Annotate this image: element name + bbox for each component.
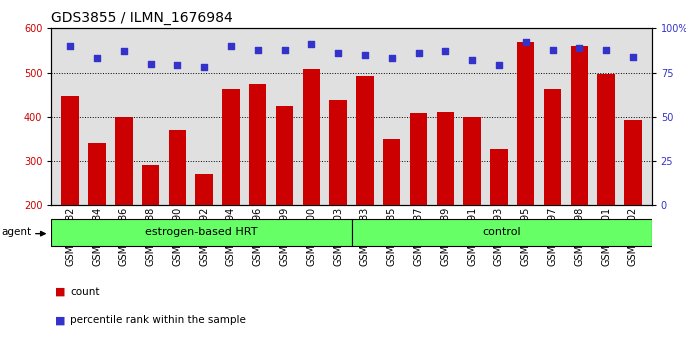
Point xyxy=(574,45,585,51)
Bar xyxy=(490,149,508,294)
Point xyxy=(199,64,210,70)
Point xyxy=(306,41,317,47)
Text: ■: ■ xyxy=(55,315,65,325)
Text: ■: ■ xyxy=(55,287,65,297)
Point xyxy=(440,48,451,54)
Point xyxy=(333,50,344,56)
Point xyxy=(145,61,156,67)
Bar xyxy=(222,89,239,294)
Bar xyxy=(88,143,106,294)
Text: percentile rank within the sample: percentile rank within the sample xyxy=(70,315,246,325)
Point xyxy=(359,52,370,58)
Bar xyxy=(571,46,588,294)
Bar xyxy=(196,175,213,294)
Bar xyxy=(276,106,294,294)
Bar xyxy=(249,84,266,294)
Bar xyxy=(437,112,454,294)
Point xyxy=(226,43,237,49)
Point xyxy=(628,54,639,59)
Point xyxy=(279,47,290,52)
Bar xyxy=(410,113,427,294)
Point xyxy=(118,48,129,54)
Point xyxy=(601,47,612,52)
Bar xyxy=(544,89,561,294)
Point xyxy=(520,40,531,45)
Text: estrogen-based HRT: estrogen-based HRT xyxy=(145,227,258,237)
Text: GDS3855 / ILMN_1676984: GDS3855 / ILMN_1676984 xyxy=(51,11,233,25)
Bar xyxy=(62,96,79,294)
Point xyxy=(252,47,263,52)
Point xyxy=(466,57,477,63)
Bar xyxy=(169,130,186,294)
Text: control: control xyxy=(482,227,521,237)
Bar xyxy=(115,117,132,294)
Bar xyxy=(142,166,159,294)
Point xyxy=(413,50,424,56)
Bar xyxy=(351,219,652,246)
Bar xyxy=(356,76,374,294)
Bar xyxy=(598,74,615,294)
Text: count: count xyxy=(70,287,99,297)
Bar xyxy=(329,100,347,294)
Bar xyxy=(383,139,401,294)
Point xyxy=(91,56,102,61)
Point xyxy=(64,43,75,49)
Bar xyxy=(517,42,534,294)
Bar xyxy=(51,219,351,246)
Bar xyxy=(464,117,481,294)
Point xyxy=(493,63,504,68)
Point xyxy=(172,63,183,68)
Bar xyxy=(303,69,320,294)
Text: agent: agent xyxy=(1,227,32,237)
Bar xyxy=(624,120,641,294)
Point xyxy=(386,56,397,61)
Point xyxy=(547,47,558,52)
